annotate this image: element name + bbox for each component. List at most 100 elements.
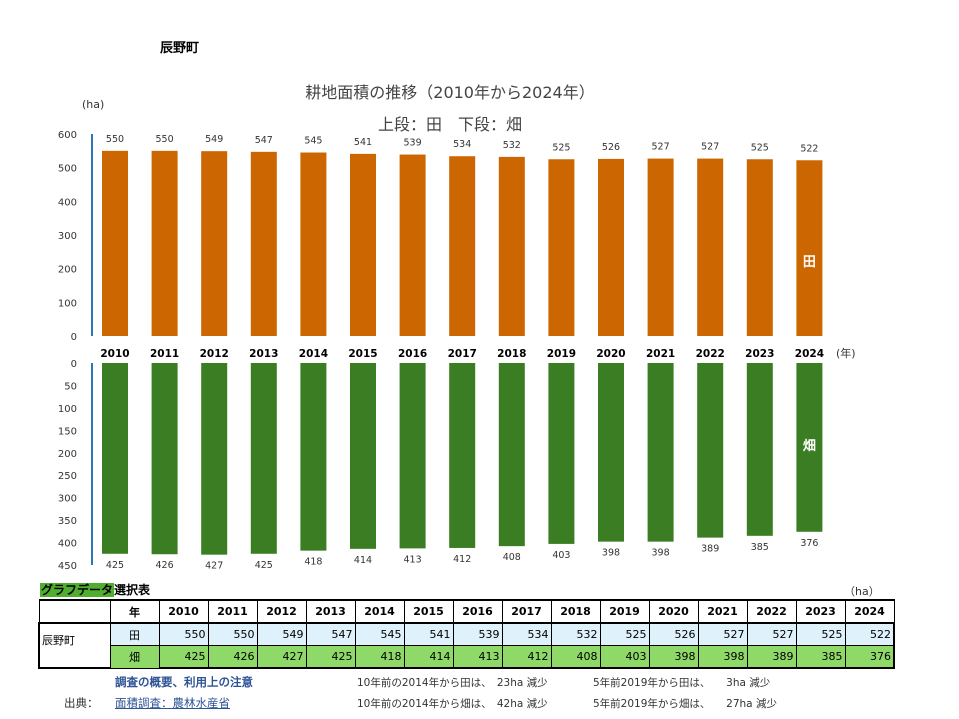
hata-bar: [250, 363, 277, 554]
hata-data-label: 426: [156, 560, 174, 571]
table-year-header: 2014: [354, 599, 405, 624]
ta-data-label: 550: [106, 134, 124, 145]
hata-data-label: 414: [354, 555, 372, 566]
data-selector-label-highlight: グラフデータ: [40, 583, 115, 597]
table-year-header: 2012: [256, 599, 307, 624]
table-town-name: 辰野町: [38, 622, 110, 669]
table-cell-ta: 550: [207, 622, 258, 646]
hata-data-label: 403: [552, 550, 570, 561]
y-unit-label: (ha): [82, 98, 104, 111]
ta-data-label: 527: [652, 142, 670, 153]
ta-bar: [697, 158, 724, 336]
hata-bar: [449, 363, 476, 548]
ta-y-tick-label: 300: [58, 231, 77, 242]
hata-bar: [548, 363, 575, 544]
table-row-hata: 畑 425 426 427 425 418 414 413 412 408 403 398 398 38…: [39, 645, 895, 669]
note-ta-10yr: 10年前の2014年から田は、 23ha 減少: [357, 677, 548, 689]
ta-data-label: 525: [552, 142, 570, 153]
chart-subtitle: 上段：田 下段：畑: [377, 115, 522, 134]
hata-bar: [102, 363, 128, 554]
source-link[interactable]: 面積調査：農林水産省: [115, 696, 230, 710]
chart-title: 耕地面積の推移（2010年から2024年）: [305, 83, 595, 102]
hata-bar: [697, 363, 724, 538]
ta-bar: [102, 150, 128, 336]
hata-bar: [598, 363, 624, 542]
ta-bar: [399, 154, 426, 336]
year-label: 2013: [249, 348, 278, 360]
table-year-header: 2013: [305, 599, 356, 624]
year-label: 2022: [696, 348, 725, 360]
hata-data-label: 418: [304, 557, 322, 568]
year-label: 2018: [497, 348, 526, 360]
hata-data-label: 425: [255, 560, 273, 571]
ta-y-tick-label: 600: [58, 130, 77, 141]
table-year-header: 2010: [158, 599, 209, 624]
table-year-header: 2016: [452, 599, 503, 624]
hata-y-tick-label: 300: [58, 494, 77, 505]
notes-link[interactable]: 調査の概要、利用上の注意: [115, 675, 253, 689]
table-year-header: 2017: [501, 599, 552, 624]
table-cell-ta: 526: [648, 622, 699, 646]
note-ta-5yr: 5年前2019年から田は、 3ha 減少: [593, 677, 771, 689]
data-selector-label-rest: 選択表: [114, 583, 151, 597]
table-header-row: 年 2010 2011 2012 2013 2014 2015 2016 2017 2018 20…: [38, 599, 895, 624]
table-year-header: 2018: [550, 599, 601, 624]
ta-data-label: 534: [453, 139, 471, 150]
hata-data-label: 376: [800, 538, 818, 549]
year-label: 2015: [348, 348, 377, 360]
table-year-header: 2019: [599, 599, 650, 624]
row-label-ta: 田: [109, 622, 160, 646]
ta-bar: [647, 158, 674, 336]
ta-data-label: 527: [701, 142, 719, 153]
table-cell-hata: 418: [354, 645, 405, 669]
ta-bar: [449, 156, 476, 336]
data-selector-label: グラフデータ選択表: [40, 581, 150, 598]
table-year-header: 2022: [746, 599, 797, 624]
year-label: 2017: [448, 348, 477, 360]
table-year-header: 2020: [648, 599, 699, 624]
hata-y-tick-label: 250: [58, 471, 77, 482]
hata-y-tick-label: 450: [58, 561, 77, 572]
ta-data-label: 526: [602, 142, 620, 153]
ta-y-tick-label: 100: [58, 298, 77, 309]
year-label: 2020: [596, 348, 625, 360]
year-label: 2012: [200, 348, 229, 360]
hata-bar: [350, 363, 376, 549]
row-label-hata: 畑: [109, 645, 160, 669]
hata-bar: [647, 363, 674, 542]
table-cell-ta: 522: [844, 622, 895, 646]
hata-data-label: 389: [701, 544, 719, 555]
ta-y-tick-label: 200: [58, 265, 77, 276]
ta-y-tick-label: 500: [58, 164, 77, 175]
table-cell-hata: 389: [746, 645, 797, 669]
table-cell-hata: 425: [158, 645, 209, 669]
table-year-header: 2011: [207, 599, 258, 624]
hata-y-tick-label: 50: [64, 381, 77, 392]
table-cell-ta: 527: [746, 622, 797, 646]
table-row-ta: 辰野町 田 550 550 549 547 545 541 539 534 532 525 526 5…: [38, 622, 895, 669]
table-cell-ta: 525: [599, 622, 650, 646]
hata-data-label: 425: [106, 560, 124, 571]
hata-bar: [151, 363, 178, 555]
table-cell-ta: 534: [501, 622, 552, 646]
table-cell-ta: 549: [256, 622, 307, 646]
table-cell-ta: 550: [158, 622, 209, 646]
hata-data-label: 408: [503, 552, 521, 563]
table-cell-hata: 414: [403, 645, 454, 669]
table-year-header: 2024: [844, 599, 895, 624]
note-hata-5yr: 5年前2019年から畑は、 27ha 減少: [593, 698, 777, 710]
table-cell-hata: 403: [599, 645, 650, 669]
hata-data-label: 413: [404, 554, 422, 565]
table-cell-hata: 398: [697, 645, 748, 669]
hata-y-tick-label: 0: [71, 359, 77, 370]
table-cell-ta: 541: [403, 622, 454, 646]
table-cell-ta: 545: [354, 622, 405, 646]
note-hata-10yr: 10年前の2014年から畑は、 42ha 減少: [357, 698, 548, 710]
hata-bar: [498, 363, 525, 547]
year-label: 2019: [547, 348, 576, 360]
ta-bar: [746, 159, 773, 336]
table-cell-hata: 425: [305, 645, 356, 669]
year-label: 2024: [795, 348, 824, 360]
table-year-header: 2015: [403, 599, 454, 624]
table-cell-hata: 376: [844, 645, 895, 669]
